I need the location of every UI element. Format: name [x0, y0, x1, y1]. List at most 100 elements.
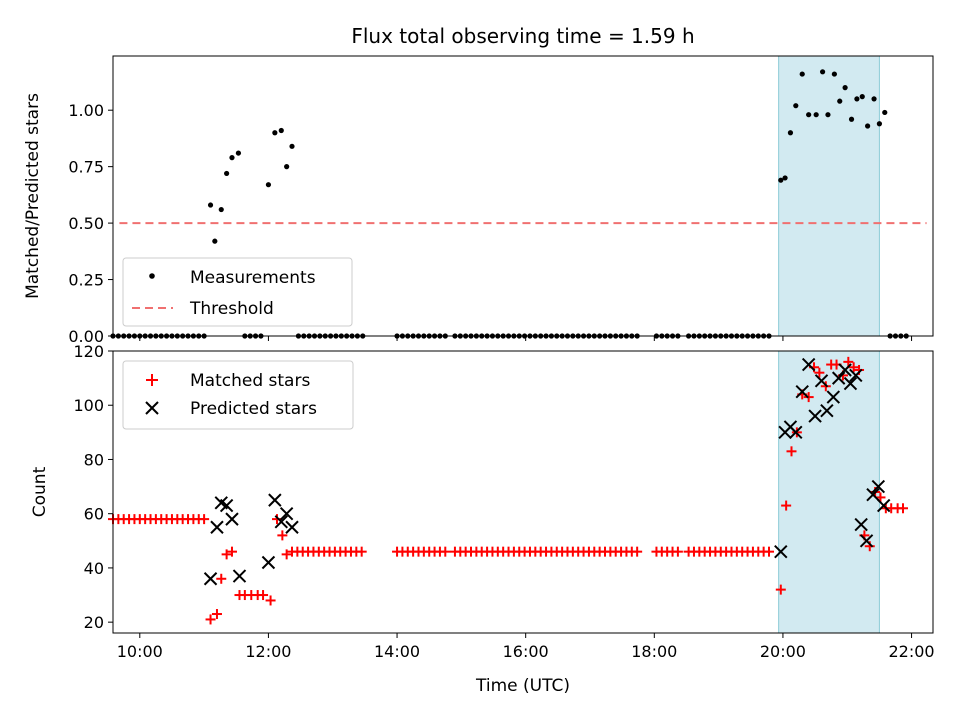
measurement-point [854, 96, 860, 102]
ratio-legend: Measurements Threshold [122, 257, 353, 327]
measurement-point [799, 71, 805, 77]
chart-title: Flux total observing time = 1.59 h [351, 24, 694, 48]
matched-star-point [775, 584, 786, 595]
measurement-point [218, 206, 224, 213]
matched-star-point [356, 546, 367, 557]
matched-star-point [277, 530, 288, 541]
ratio-panel: 0.00 0.25 0.50 0.75 1.00 Matched/Predicted s… [23, 55, 934, 346]
measurement-point [272, 130, 278, 136]
matched-star-point [440, 546, 451, 557]
measurement-point [859, 94, 865, 100]
count-shaded-region [778, 350, 880, 634]
measurement-point [837, 98, 843, 104]
matched-star-point [258, 590, 269, 601]
predicted-star-point [268, 493, 282, 507]
measurement-point [782, 175, 788, 181]
matched-star-point [843, 356, 854, 367]
predicted-star-point [831, 371, 846, 385]
measurement-point [235, 150, 242, 156]
count-y-tick-label: 100 [73, 396, 104, 415]
measurement-point [229, 155, 235, 161]
measurement-point [265, 182, 272, 188]
measurement-point [825, 112, 831, 118]
matched-legend-label: Matched stars [190, 371, 310, 391]
matched-star-point [781, 500, 792, 511]
threshold-legend-label: Threshold [189, 299, 274, 319]
count-x-ticks: 10:00 12:00 14:00 16:00 18:00 20:00 22:00 [117, 633, 935, 661]
ratio-y-tick-label: 1.00 [68, 101, 104, 120]
predicted-star-point [871, 479, 886, 494]
measurement-point [871, 96, 877, 102]
ratio-panel-frame [112, 55, 934, 337]
predicted-star-point [808, 409, 822, 423]
predicted-star-point [801, 357, 816, 372]
count-x-tick-label: 20:00 [760, 642, 806, 661]
count-x-label: Time (UTC) [475, 676, 570, 696]
matched-star-point [226, 546, 237, 557]
predicted-legend-marker [145, 401, 159, 415]
ratio-shaded-region [778, 55, 880, 337]
matched-legend-marker [146, 374, 158, 386]
ratio-x-ticks [139, 336, 913, 341]
predicted-star-point [826, 390, 841, 404]
measurement-point [882, 109, 888, 116]
predicted-star-point [838, 363, 852, 377]
matched-star-point [786, 446, 797, 457]
ratio-y-tick-label: 0.00 [68, 327, 104, 346]
matched-star-point [199, 514, 210, 525]
measurement-point [865, 123, 871, 129]
matched-star-point [216, 573, 227, 584]
measurement-point [793, 103, 799, 109]
predicted-star-point [789, 425, 803, 440]
predicted-stars-points [203, 357, 891, 586]
measurement-point [806, 112, 812, 118]
count-y-label: Count [30, 466, 50, 517]
measurement-point [212, 238, 218, 244]
predicted-star-point [225, 512, 239, 526]
matched-star-point [897, 503, 908, 514]
count-panel: 20 40 60 80 100 120 10:00 12:00 14:00 16:00 18:00… [30, 342, 935, 696]
predicted-star-point [210, 520, 224, 534]
matched-star-point [265, 595, 276, 606]
count-x-tick-label: 18:00 [631, 642, 677, 661]
predicted-star-point [859, 534, 874, 548]
measurement-point [224, 170, 230, 177]
matched-star-point [875, 492, 886, 503]
measurement-point [278, 127, 284, 134]
count-y-tick-label: 60 [84, 505, 104, 524]
measurements-legend-label: Measurements [190, 268, 316, 288]
count-x-tick-label: 12:00 [245, 642, 291, 661]
matched-stars-points [108, 356, 908, 625]
matched-star-point [632, 546, 643, 557]
count-x-tick-label: 10:00 [117, 642, 163, 661]
matched-star-point [281, 549, 292, 560]
predicted-star-point [866, 488, 880, 502]
count-panel-frame [112, 350, 934, 634]
predicted-star-point [279, 506, 294, 521]
measurement-point [842, 85, 848, 91]
matched-star-point [211, 609, 222, 620]
measurement-point [284, 164, 290, 170]
matched-star-point [848, 362, 859, 373]
predicted-star-point [774, 544, 788, 559]
predicted-star-point [219, 498, 234, 513]
measurement-point [778, 177, 784, 183]
measurement-point [787, 130, 794, 136]
predicted-star-point [795, 384, 809, 399]
ratio-y-tick-label: 0.25 [68, 271, 104, 290]
measurement-point [289, 143, 295, 149]
ratio-y-tick-label: 0.75 [68, 158, 104, 177]
predicted-star-point [849, 368, 863, 383]
count-y-tick-label: 40 [84, 559, 104, 578]
count-y-tick-label: 80 [84, 450, 104, 469]
predicted-star-point [820, 403, 834, 418]
predicted-star-point [261, 555, 276, 570]
predicted-star-point [274, 515, 288, 529]
matched-star-point [764, 546, 774, 557]
measurements-legend-marker [149, 273, 155, 279]
count-x-tick-label: 14:00 [374, 642, 420, 661]
ratio-y-ticks: 0.00 0.25 0.50 0.75 1.00 [68, 101, 113, 346]
predicted-star-point [854, 517, 868, 532]
predicted-star-point [203, 572, 218, 586]
